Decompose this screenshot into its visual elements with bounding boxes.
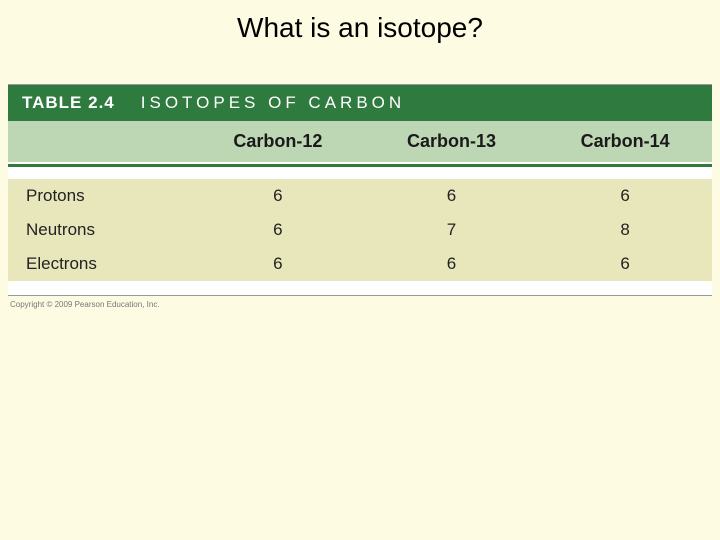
cell: 6 xyxy=(538,247,712,281)
data-table: Carbon-12 Carbon-13 Carbon-14 Protons 6 … xyxy=(8,121,712,295)
cell: 8 xyxy=(538,213,712,247)
table-row: Protons 6 6 6 xyxy=(8,179,712,213)
cell: 6 xyxy=(365,247,539,281)
cell: 6 xyxy=(538,179,712,213)
column-header-row: Carbon-12 Carbon-13 Carbon-14 xyxy=(8,121,712,162)
col-header-c12: Carbon-12 xyxy=(191,121,365,162)
table-row: Electrons 6 6 6 xyxy=(8,247,712,281)
col-header-c14: Carbon-14 xyxy=(538,121,712,162)
table-footer-gap xyxy=(8,281,712,295)
table-row: Neutrons 6 7 8 xyxy=(8,213,712,247)
table-caption: ISOTOPES OF CARBON xyxy=(141,93,405,113)
row-label: Protons xyxy=(8,179,191,213)
col-header-c13: Carbon-13 xyxy=(365,121,539,162)
isotope-table: TABLE 2.4 ISOTOPES OF CARBON Carbon-12 C… xyxy=(8,84,712,296)
row-label: Neutrons xyxy=(8,213,191,247)
table-title-bar: TABLE 2.4 ISOTOPES OF CARBON xyxy=(8,85,712,121)
spacer xyxy=(8,169,712,179)
header-rule xyxy=(8,162,712,169)
slide-title: What is an isotope? xyxy=(0,0,720,84)
cell: 6 xyxy=(191,247,365,281)
copyright-text: Copyright © 2009 Pearson Education, Inc. xyxy=(0,296,720,309)
cell: 6 xyxy=(191,213,365,247)
cell: 7 xyxy=(365,213,539,247)
cell: 6 xyxy=(365,179,539,213)
table-number: TABLE 2.4 xyxy=(22,93,115,113)
col-header-blank xyxy=(8,121,191,162)
cell: 6 xyxy=(191,179,365,213)
row-label: Electrons xyxy=(8,247,191,281)
